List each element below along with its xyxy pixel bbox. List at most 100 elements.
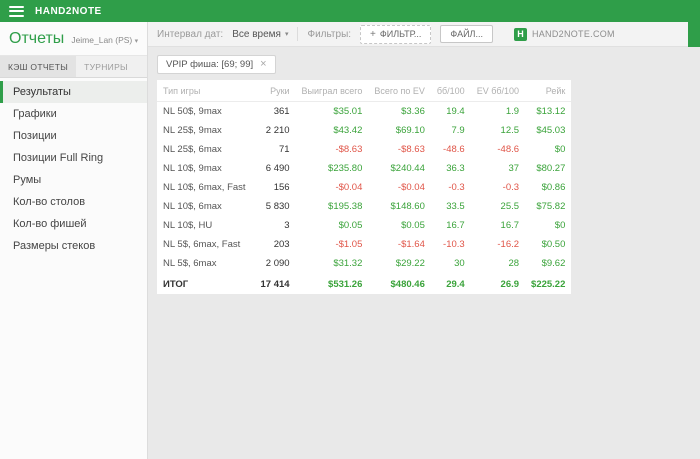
chevron-down-icon: ▾ — [134, 38, 139, 45]
sidebar-item-results[interactable]: Результаты — [0, 81, 147, 103]
cell-ev: $69.10 — [395, 125, 425, 136]
cell-total-ev-bb100: 26.9 — [500, 279, 520, 290]
cell-hands: 3 — [284, 220, 290, 231]
cell-hands: 71 — [278, 144, 290, 155]
cell-ev: $0.05 — [401, 220, 425, 231]
col-header-bb100[interactable]: бб/100 — [430, 80, 471, 102]
cell-rake: $80.27 — [536, 163, 566, 174]
col-header-won-total[interactable]: Выиграл всего — [295, 80, 369, 102]
app-title: HAND2NOTE — [35, 5, 102, 17]
table-total-row: ИТОГ 17 414 $531.26 $480.46 29.4 26.9 $2… — [157, 273, 571, 294]
cell-ev: $148.60 — [390, 201, 425, 212]
toolbar-divider — [297, 27, 299, 41]
table-row[interactable]: NL 10$, 6max, Fast 156 -$0.04 -$0.04 -0.… — [157, 178, 571, 197]
cell-rake: $13.12 — [536, 106, 566, 117]
cell-total-bb100: 29.4 — [446, 279, 465, 290]
account-name: Jeime_Lan (PS) — [71, 35, 133, 45]
add-filter-label: ФИЛЬТР... — [379, 29, 422, 39]
cell-ev: $240.44 — [390, 163, 425, 174]
toolbar: Интервал дат: Все время ▾ Фильтры: + ФИЛ… — [148, 22, 700, 47]
table-row[interactable]: NL 10$, 9max 6 490 $235.80 $240.44 36.3 … — [157, 159, 571, 178]
cell-ev-bb100: 1.9 — [505, 106, 520, 117]
filter-chip[interactable]: VPIP фиша: [69; 99] × — [157, 55, 276, 74]
results-table: Тип игры Руки Выиграл всего Всего по EV … — [157, 80, 572, 294]
cell-total-hands: 17 414 — [260, 279, 290, 290]
sidebar-item-rooms[interactable]: Румы — [13, 174, 42, 186]
hand2note-logo: H HAND2NOTE.COM — [513, 27, 615, 41]
cell-game: NL 25$, 9max — [163, 125, 222, 136]
cell-won: $235.80 — [328, 163, 363, 174]
cell-won: -$8.63 — [335, 144, 363, 155]
cell-ev-bb100: 28 — [508, 258, 520, 269]
file-button[interactable]: ФАЙЛ... — [440, 25, 493, 43]
cell-ev: -$1.64 — [397, 239, 425, 250]
sidebar-header: Отчеты Jeime_Lan (PS) ▾ — [0, 22, 147, 55]
cell-rake: $0 — [554, 220, 566, 231]
cell-total-ev: $480.46 — [390, 279, 425, 290]
cell-bb100: -0.3 — [448, 182, 465, 193]
report-tabs: КЭШ ОТЧЕТЫ ТУРНИРЫ — [0, 55, 147, 78]
cell-bb100: -10.3 — [443, 239, 465, 250]
close-icon[interactable]: × — [260, 58, 267, 70]
cell-bb100: -48.6 — [443, 144, 465, 155]
col-header-rake[interactable]: Рейк — [525, 80, 572, 102]
active-filters-row: VPIP фиша: [69; 99] × — [148, 47, 700, 80]
scrollbar-thumb[interactable] — [688, 22, 700, 47]
cell-bb100: 7.9 — [451, 125, 465, 136]
content: Отчеты Jeime_Lan (PS) ▾ КЭШ ОТЧЕТЫ ТУРНИ… — [0, 22, 700, 459]
col-header-game-type[interactable]: Тип игры — [157, 80, 252, 102]
cell-rake: $9.62 — [541, 258, 566, 269]
cell-ev: -$8.63 — [397, 144, 425, 155]
cell-won: $195.38 — [328, 201, 363, 212]
page-title: Отчеты — [9, 30, 65, 47]
table-row[interactable]: NL 50$, 9max 361 $35.01 $3.36 19.4 1.9 $… — [157, 102, 571, 122]
account-selector[interactable]: Jeime_Lan (PS) ▾ — [71, 35, 138, 45]
col-header-hands[interactable]: Руки — [251, 80, 296, 102]
table-row[interactable]: NL 5$, 6max, Fast 203 -$1.05 -$1.64 -10.… — [157, 235, 571, 254]
cell-ev-bb100: -0.3 — [502, 182, 520, 193]
cell-bb100: 36.3 — [446, 163, 465, 174]
sidebar-item-positions-full-ring[interactable]: Позиции Full Ring — [13, 152, 104, 164]
cell-ev-bb100: 25.5 — [500, 201, 520, 212]
tab-tournaments[interactable]: ТУРНИРЫ — [84, 62, 128, 72]
col-header-ev-bb100[interactable]: EV бб/100 — [470, 80, 526, 102]
table-row[interactable]: NL 25$, 6max 71 -$8.63 -$8.63 -48.6 -48.… — [157, 140, 571, 159]
main-area: Интервал дат: Все время ▾ Фильтры: + ФИЛ… — [148, 22, 700, 459]
chevron-down-icon: ▾ — [284, 31, 289, 38]
plus-icon: + — [370, 28, 376, 40]
table-row[interactable]: NL 10$, 6max 5 830 $195.38 $148.60 33.5 … — [157, 197, 571, 216]
cell-rake: $75.82 — [536, 201, 566, 212]
logo-text: HAND2NOTE.COM — [531, 29, 615, 39]
table-row[interactable]: NL 10$, HU 3 $0.05 $0.05 16.7 16.7 $0 — [157, 216, 571, 235]
cell-rake: $0.50 — [541, 239, 566, 250]
tab-cash-reports[interactable]: КЭШ ОТЧЕТЫ — [0, 56, 77, 77]
sidebar-item-fish-count[interactable]: Кол-во фишей — [13, 218, 87, 230]
menu-icon[interactable] — [9, 5, 24, 17]
date-range-label: Интервал дат: — [157, 28, 224, 40]
table-row[interactable]: NL 5$, 6max 2 090 $31.32 $29.22 30 28 $9… — [157, 254, 571, 273]
cell-ev: $3.36 — [401, 106, 425, 117]
cell-bb100: 19.4 — [446, 106, 465, 117]
cell-hands: 156 — [273, 182, 290, 193]
cell-total-won: $531.26 — [328, 279, 363, 290]
sidebar-item-table-count[interactable]: Кол-во столов — [13, 196, 86, 208]
col-header-ev-total[interactable]: Всего по EV — [368, 80, 431, 102]
cell-ev-bb100: 37 — [508, 163, 520, 174]
sidebar: Отчеты Jeime_Lan (PS) ▾ КЭШ ОТЧЕТЫ ТУРНИ… — [0, 22, 148, 459]
cell-hands: 6 490 — [265, 163, 290, 174]
sidebar-item-positions[interactable]: Позиции — [13, 130, 57, 142]
date-range-dropdown[interactable]: Все время ▾ — [232, 29, 288, 40]
table-row[interactable]: NL 25$, 9max 2 210 $43.42 $69.10 7.9 12.… — [157, 121, 571, 140]
sidebar-menu: Результаты Графики Позиции Позиции Full … — [0, 78, 147, 257]
sidebar-item-graphs[interactable]: Графики — [13, 108, 57, 120]
cell-won: -$0.04 — [335, 182, 363, 193]
filters-label: Фильтры: — [307, 28, 352, 40]
cell-won: $43.42 — [333, 125, 363, 136]
cell-game: NL 10$, 9max — [163, 163, 222, 174]
cell-ev-bb100: 12.5 — [500, 125, 520, 136]
cell-won: $31.32 — [333, 258, 363, 269]
add-filter-button[interactable]: + ФИЛЬТР... — [360, 24, 432, 44]
cell-won: $35.01 — [333, 106, 363, 117]
sidebar-item-stack-sizes[interactable]: Размеры стеков — [13, 240, 96, 252]
cell-total-rake: $225.22 — [531, 279, 566, 290]
